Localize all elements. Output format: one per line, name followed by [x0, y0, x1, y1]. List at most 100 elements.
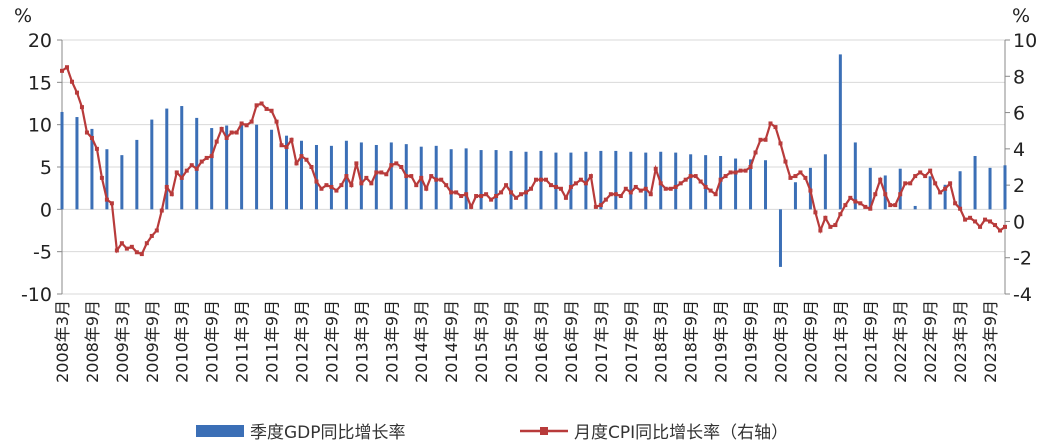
- line-marker: [633, 184, 638, 189]
- line-marker: [199, 159, 204, 164]
- line-marker: [978, 224, 983, 229]
- line-marker: [159, 208, 164, 213]
- bar: [689, 154, 693, 210]
- bar: [270, 129, 274, 210]
- line-marker: [598, 203, 603, 208]
- line-marker: [983, 217, 988, 222]
- x-tick-label: 2011年9月: [263, 300, 282, 383]
- line-marker: [668, 186, 673, 191]
- y-tick-label: 20: [28, 30, 52, 52]
- x-tick-label: 2013年9月: [382, 300, 401, 383]
- bar: [494, 150, 498, 210]
- x-tick-label: 2008年3月: [53, 300, 72, 383]
- line-marker: [588, 174, 593, 179]
- line-marker: [793, 174, 798, 179]
- line-marker: [114, 248, 119, 253]
- x-tick-label: 2023年3月: [951, 300, 970, 383]
- line-marker: [688, 174, 693, 179]
- x-tick-label: 2020年9月: [801, 300, 820, 383]
- line-marker: [698, 179, 703, 184]
- x-tick-label: 2020年3月: [771, 300, 790, 383]
- line-marker: [514, 195, 519, 200]
- bar: [838, 54, 842, 210]
- line-marker: [359, 181, 364, 186]
- line-marker: [479, 194, 484, 199]
- line-marker: [623, 186, 628, 191]
- line-marker: [209, 154, 214, 159]
- line-marker: [229, 130, 234, 135]
- line-marker: [234, 130, 239, 135]
- line-marker: [858, 201, 863, 206]
- line-marker: [773, 125, 778, 130]
- x-tick-label: 2015年9月: [502, 300, 521, 383]
- line-marker: [908, 181, 913, 186]
- bar: [195, 117, 199, 210]
- line-marker: [179, 175, 184, 180]
- line-marker: [399, 165, 404, 169]
- line-marker: [419, 175, 424, 180]
- line-marker: [733, 170, 738, 175]
- line-marker: [64, 65, 69, 70]
- line-marker: [224, 135, 229, 140]
- bar: [868, 167, 872, 210]
- line-marker: [578, 177, 583, 182]
- line-marker: [648, 192, 653, 197]
- y-tick-label: -5: [33, 242, 52, 264]
- bar: [120, 155, 124, 210]
- line-marker: [723, 174, 728, 179]
- line-marker: [269, 108, 274, 113]
- bar: [913, 205, 917, 210]
- x-tick-label: 2017年3月: [592, 300, 611, 383]
- line-marker: [154, 228, 159, 233]
- bar: [614, 150, 618, 210]
- bar: [60, 111, 64, 210]
- x-tick-label: 2019年9月: [742, 300, 761, 383]
- bar: [958, 171, 962, 210]
- line-marker: [184, 168, 189, 173]
- line-marker: [499, 190, 504, 195]
- bar: [255, 124, 259, 210]
- line-marker: [94, 146, 99, 151]
- y-unit: %: [14, 5, 32, 27]
- line-marker: [738, 168, 743, 173]
- line-marker: [74, 90, 79, 95]
- bar: [1003, 165, 1007, 210]
- line-marker: [519, 192, 524, 197]
- bar: [210, 128, 214, 210]
- bar: [150, 119, 154, 210]
- line-marker: [60, 68, 64, 73]
- line-marker: [798, 170, 803, 175]
- bar: [584, 151, 588, 210]
- line-marker: [424, 186, 429, 191]
- line-marker: [963, 217, 968, 222]
- line-marker: [119, 241, 124, 246]
- x-tick-label: 2016年3月: [532, 300, 551, 383]
- bar: [329, 145, 333, 210]
- bar: [928, 176, 932, 210]
- line-marker: [708, 188, 713, 193]
- bar: [793, 182, 797, 210]
- line-marker: [763, 137, 768, 142]
- line-marker: [284, 145, 289, 150]
- x-tick-label: 2012年9月: [322, 300, 341, 383]
- line-marker: [783, 159, 788, 164]
- legend-label: 季度GDP同比增长率: [250, 423, 406, 443]
- line-marker: [294, 161, 299, 166]
- line-marker: [329, 184, 334, 189]
- bar: [165, 108, 169, 210]
- line-marker: [583, 181, 588, 186]
- x-tick-label: 2019年3月: [712, 300, 731, 383]
- line-marker: [933, 181, 938, 186]
- line-marker: [638, 188, 643, 193]
- line-marker: [808, 188, 813, 193]
- bar: [644, 152, 648, 210]
- cpi-line: [61, 65, 1006, 256]
- line-marker: [124, 246, 129, 251]
- line-marker: [79, 105, 84, 110]
- bar: [464, 148, 468, 210]
- line-marker: [484, 192, 489, 197]
- y2-tick-label: -4: [1013, 284, 1032, 306]
- line-marker: [743, 168, 748, 173]
- bar: [359, 142, 363, 210]
- line-marker: [394, 161, 399, 166]
